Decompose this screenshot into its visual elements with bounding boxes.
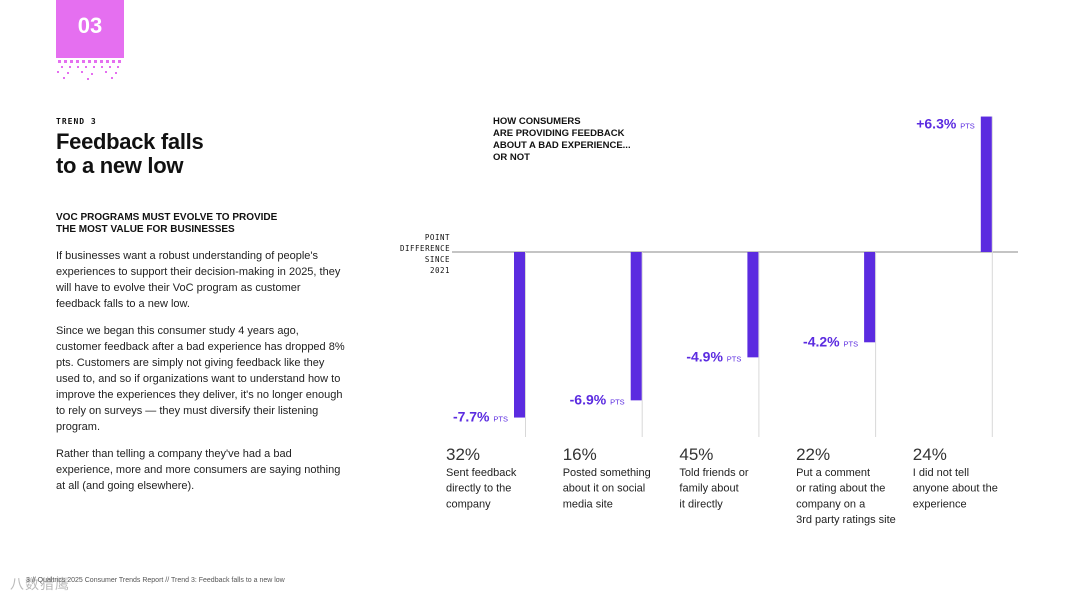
category-label: anyone about the	[913, 483, 998, 495]
category-label: Posted something	[563, 467, 651, 479]
chart-title-line: OR NOT	[493, 152, 530, 163]
category-label: 3rd party ratings site	[796, 514, 896, 526]
bar	[980, 116, 992, 252]
paragraph: Rather than telling a company they've ha…	[56, 448, 341, 492]
category-label: company	[446, 498, 491, 510]
category-label: media site	[563, 498, 613, 510]
category-label: Sent feedback	[446, 467, 517, 479]
bar	[514, 252, 525, 418]
data-label: -6.9% PTS	[570, 391, 625, 407]
section-subheading: VOC PROGRAMS MUST EVOLVE TO PROVIDE THE …	[56, 212, 277, 236]
data-label: -4.9% PTS	[686, 348, 741, 364]
subheading-line: VOC PROGRAMS MUST EVOLVE TO PROVIDE	[56, 212, 278, 223]
category-label: experience	[913, 498, 967, 510]
page-footer: 3 // Qualtrics 2025 Consumer Trends Repo…	[26, 577, 285, 584]
paragraph: If businesses want a robust understandin…	[56, 250, 341, 310]
y-axis-label-line: 2021	[429, 266, 450, 275]
data-label: -7.7% PTS	[453, 409, 508, 425]
category-label: I did not tell	[913, 467, 969, 479]
paragraph: Since we began this consumer study 4 yea…	[56, 325, 345, 433]
data-label: -4.2% PTS	[803, 333, 858, 349]
category-share: 45%	[679, 445, 713, 464]
category-share: 16%	[563, 445, 597, 464]
chart-title-line: ARE PROVIDING FEEDBACK	[493, 128, 625, 139]
bar	[630, 252, 642, 401]
category-label: Put a comment	[796, 467, 870, 479]
category-label: about it on social	[563, 483, 646, 495]
chart-title-line: ABOUT A BAD EXPERIENCE...	[493, 140, 631, 151]
badge-dot-pattern	[56, 52, 124, 80]
page-title: Feedback falls to a new low	[56, 129, 204, 178]
watermark: 八数猎鹰	[10, 576, 70, 592]
chart-title: HOW CONSUMERS ARE PROVIDING FEEDBACK ABO…	[493, 116, 631, 164]
category-label: Told friends or	[679, 467, 748, 479]
category-label: company on a	[796, 498, 866, 510]
category-share: 24%	[913, 445, 947, 464]
category-share: 22%	[796, 445, 830, 464]
subheading-line: THE MOST VALUE FOR BUSINESSES	[56, 224, 235, 235]
category-label: or rating about the	[796, 483, 885, 495]
bar	[747, 252, 759, 358]
category-label: family about	[679, 483, 738, 495]
bar	[864, 252, 876, 343]
trend-eyebrow: TREND 3	[56, 117, 97, 126]
chart-title-line: HOW CONSUMERS	[493, 116, 581, 127]
y-axis-label-line: DIFFERENCE	[400, 244, 451, 253]
category-label: it directly	[679, 498, 723, 510]
y-axis-label: POINT DIFFERENCE SINCE 2021	[400, 232, 450, 276]
y-axis-label-line: POINT	[424, 233, 450, 242]
section-number-badge: 03	[56, 0, 124, 52]
body-text: If businesses want a robust understandin…	[56, 248, 346, 505]
y-axis-label-line: SINCE	[424, 255, 450, 264]
category-share: 32%	[446, 445, 480, 464]
page-title-line: to a new low	[56, 153, 184, 178]
page-title-line: Feedback falls	[56, 129, 204, 154]
data-label: +6.3% PTS	[916, 116, 975, 132]
category-label: directly to the	[446, 483, 511, 495]
